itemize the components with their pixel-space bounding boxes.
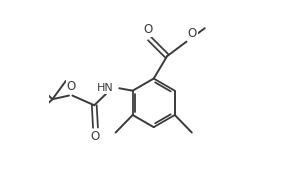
- Text: HN: HN: [97, 83, 114, 93]
- Text: O: O: [67, 80, 76, 93]
- Text: O: O: [188, 27, 197, 40]
- Text: O: O: [91, 130, 100, 143]
- Text: O: O: [143, 23, 153, 36]
